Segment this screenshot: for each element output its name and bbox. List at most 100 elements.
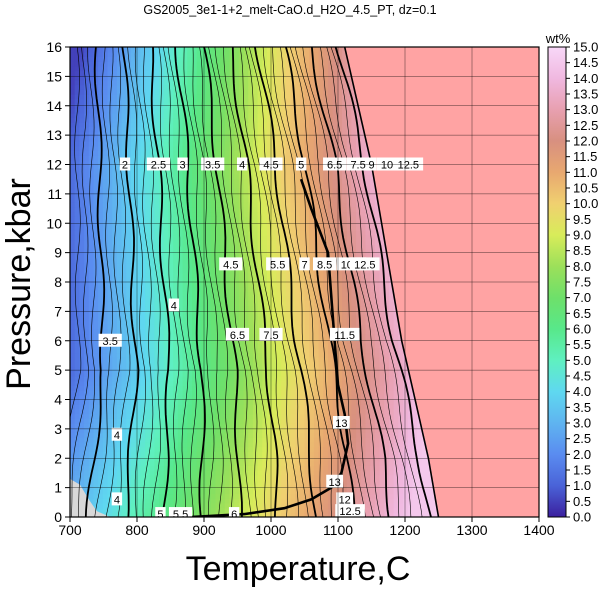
- heatmap-cell: [285, 197, 292, 203]
- heatmap-cell: [356, 488, 362, 495]
- heatmap-cell: [187, 366, 193, 372]
- heatmap-cell: [337, 399, 343, 405]
- heatmap-cell: [295, 451, 301, 457]
- heatmap-cell: [257, 498, 263, 504]
- heatmap-cell: [402, 418, 409, 424]
- heatmap-cell: [276, 441, 282, 448]
- heatmap-cell: [370, 357, 376, 363]
- heatmap-cell: [154, 230, 160, 236]
- heatmap-cell: [168, 333, 174, 339]
- heatmap-cell: [191, 512, 198, 517]
- heatmap-cell: [196, 206, 202, 213]
- heatmap-cell: [93, 216, 99, 222]
- heatmap-cell: [220, 376, 226, 382]
- heatmap-cell: [145, 230, 151, 236]
- heatmap-cell: [149, 357, 156, 363]
- heatmap-cell: [407, 441, 413, 448]
- heatmap-cell: [346, 371, 352, 377]
- heatmap-cell: [93, 413, 99, 419]
- heatmap-cell: [229, 216, 235, 222]
- heatmap-cell: [126, 423, 132, 429]
- heatmap-cell: [149, 380, 156, 386]
- heatmap-cell: [360, 211, 367, 217]
- heatmap-cell: [271, 502, 277, 509]
- heatmap-cell: [79, 427, 85, 433]
- heatmap-cell: [74, 446, 80, 452]
- heatmap-cell: [252, 324, 259, 330]
- heatmap-cell: [374, 399, 381, 405]
- heatmap-cell: [126, 202, 132, 208]
- heatmap-cell: [276, 465, 282, 471]
- heatmap-cell: [285, 267, 292, 274]
- heatmap-cell: [248, 455, 254, 462]
- heatmap-cell: [351, 413, 357, 419]
- heatmap-cell: [285, 239, 292, 245]
- heatmap-cell: [243, 361, 249, 368]
- heatmap-cell: [370, 390, 376, 396]
- heatmap-cell: [163, 324, 170, 330]
- heatmap-cell: [130, 418, 137, 424]
- heatmap-cell: [168, 230, 174, 236]
- heatmap-cell: [313, 404, 320, 410]
- heatmap-cell: [79, 366, 85, 372]
- heatmap-cell: [243, 249, 249, 255]
- heatmap-cell: [121, 493, 127, 499]
- heatmap-cell: [210, 488, 216, 495]
- heatmap-cell: [70, 197, 76, 203]
- heatmap-cell: [98, 498, 104, 504]
- heatmap-cell: [220, 235, 226, 241]
- heatmap-cell: [224, 404, 231, 410]
- heatmap-cell: [107, 192, 113, 198]
- heatmap-cell: [126, 404, 132, 410]
- heatmap-cell: [206, 225, 212, 231]
- heatmap-cell: [281, 366, 287, 372]
- heatmap-cell: [93, 286, 99, 292]
- heatmap-cell: [182, 474, 188, 480]
- heatmap-cell: [243, 470, 249, 476]
- heatmap-cell: [149, 432, 156, 438]
- heatmap-cell: [360, 385, 367, 391]
- heatmap-cell: [102, 423, 109, 429]
- heatmap-cell: [206, 258, 212, 264]
- heatmap-cell: [224, 385, 231, 391]
- heatmap-cell: [182, 192, 188, 198]
- heatmap-cell: [196, 258, 202, 264]
- heatmap-cell: [351, 192, 357, 198]
- heatmap-cell: [224, 314, 231, 321]
- heatmap-cell: [248, 277, 254, 283]
- heatmap-cell: [327, 488, 334, 495]
- heatmap-cell: [229, 300, 235, 307]
- heatmap-cell: [107, 423, 113, 429]
- heatmap-cell: [177, 296, 184, 302]
- heatmap-cell: [412, 460, 418, 466]
- heatmap-cell: [318, 423, 324, 429]
- heatmap-cell: [187, 413, 193, 419]
- heatmap-cell: [370, 206, 376, 213]
- heatmap-cell: [121, 404, 127, 410]
- heatmap-cell: [351, 253, 357, 260]
- heatmap-cell: [360, 249, 367, 255]
- heatmap-cell: [374, 206, 380, 213]
- heatmap-cell: [285, 291, 292, 297]
- heatmap-cell: [93, 380, 99, 386]
- heatmap-cell: [149, 366, 156, 372]
- heatmap-cell: [281, 211, 287, 217]
- heatmap-cell: [271, 197, 277, 203]
- heatmap-cell: [173, 451, 179, 457]
- heatmap-cell: [107, 188, 113, 194]
- heatmap-cell: [121, 188, 127, 194]
- heatmap-cell: [149, 300, 156, 307]
- heatmap-cell: [323, 329, 329, 335]
- heatmap-cell: [182, 225, 188, 231]
- heatmap-cell: [107, 432, 113, 438]
- heatmap-cell: [149, 220, 156, 227]
- heatmap-cell: [177, 211, 184, 217]
- heatmap-cell: [323, 347, 329, 354]
- heatmap-cell: [238, 465, 245, 471]
- heatmap-cell: [356, 211, 362, 217]
- heatmap-cell: [140, 380, 146, 386]
- heatmap-cell: [126, 427, 132, 433]
- heatmap-cell: [388, 357, 395, 363]
- heatmap-cell: [102, 488, 109, 495]
- heatmap-cell: [304, 338, 310, 344]
